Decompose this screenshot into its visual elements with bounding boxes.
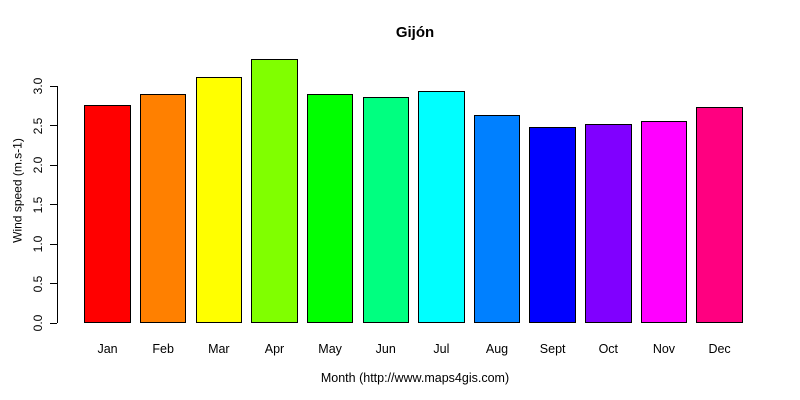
y-tick-label: 2.0 <box>31 156 45 174</box>
x-tick-label-may: May <box>318 342 342 356</box>
x-tick-label-dec: Dec <box>708 342 731 356</box>
y-tick-label: 2.5 <box>31 117 45 135</box>
y-tick-label: 0.0 <box>31 314 45 332</box>
x-tick-label-jun: Jun <box>375 342 396 356</box>
bar-jun <box>362 96 409 323</box>
chart-title: Gijón <box>395 24 435 41</box>
y-tick-mark <box>50 283 57 285</box>
y-tick-mark <box>50 204 57 206</box>
x-tick-label-nov: Nov <box>652 342 676 356</box>
x-tick-label-aug: Aug <box>485 342 509 356</box>
bar-apr <box>251 59 298 323</box>
x-axis-title: Month (http://www.maps4gis.com) <box>320 371 510 385</box>
y-axis-title: Wind speed (m.s-1) <box>10 138 25 243</box>
y-tick-mark <box>50 125 57 127</box>
bar-dec <box>696 106 743 323</box>
y-tick-mark <box>50 322 57 324</box>
x-tick-label-jan: Jan <box>97 342 118 356</box>
bar-mar <box>195 76 243 323</box>
bar-may <box>306 94 354 323</box>
bar-jul <box>418 91 465 323</box>
x-tick-label-sept: Sept <box>539 342 566 356</box>
y-tick-mark <box>50 243 57 245</box>
bar-oct <box>585 124 632 323</box>
y-tick-mark <box>50 164 57 166</box>
x-tick-label-feb: Feb <box>152 342 174 356</box>
y-tick-mark <box>50 85 57 87</box>
y-tick-label: 3.0 <box>31 77 45 95</box>
x-tick-label-apr: Apr <box>264 342 285 356</box>
bar-sept <box>529 127 576 323</box>
bar-feb <box>139 94 187 323</box>
y-axis-line <box>57 86 58 323</box>
y-tick-label: 1.0 <box>31 235 45 253</box>
y-tick-label: 0.5 <box>31 275 45 292</box>
x-tick-label-mar: Mar <box>208 342 230 356</box>
x-tick-label-oct: Oct <box>598 342 619 356</box>
bar-jan <box>84 105 131 323</box>
bar-nov <box>640 121 688 323</box>
bar-aug <box>473 115 521 323</box>
x-tick-label-jul: Jul <box>433 342 450 356</box>
y-tick-label: 1.5 <box>31 196 45 213</box>
